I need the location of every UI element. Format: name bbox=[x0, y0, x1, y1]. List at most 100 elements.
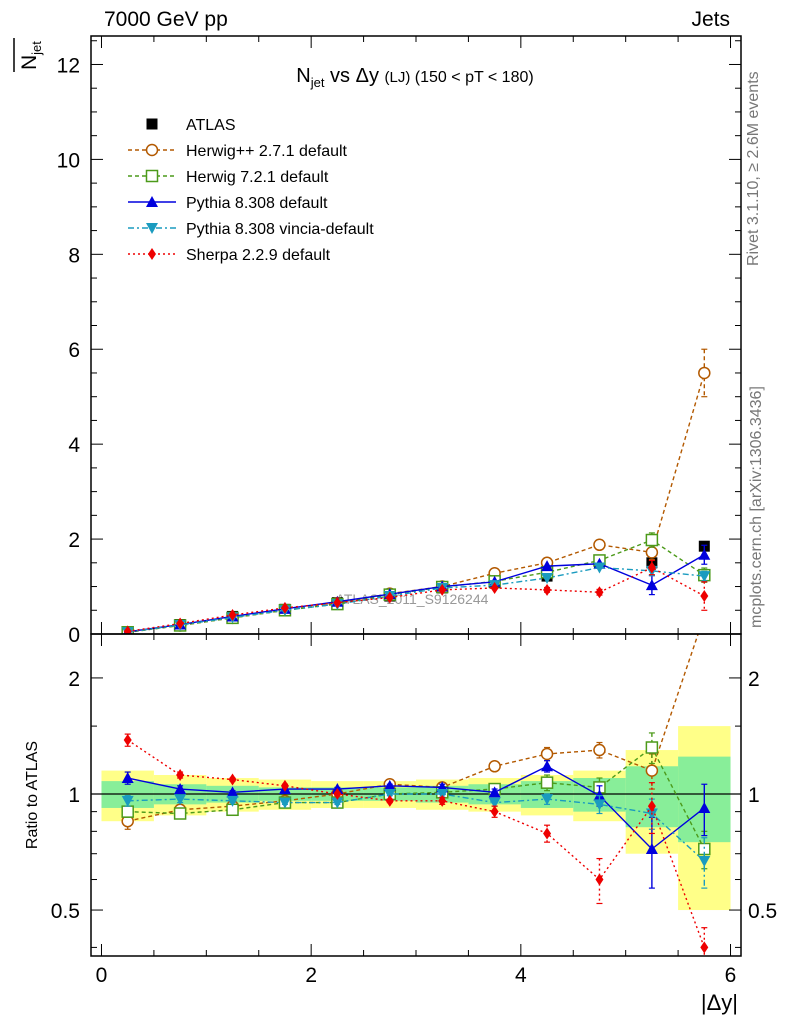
main-y-tick-label: 2 bbox=[68, 529, 80, 552]
legend-marker-pythia bbox=[146, 196, 158, 207]
header-right: Jets bbox=[691, 8, 730, 31]
ratio-point-sherpa bbox=[543, 827, 552, 840]
main-point-sherpa bbox=[438, 583, 447, 596]
ratio-point-vincia bbox=[174, 794, 187, 806]
main-point-herwigpp bbox=[698, 366, 711, 380]
main-line-sherpa bbox=[127, 566, 705, 633]
main-line-vincia bbox=[127, 566, 705, 633]
chart-title: Njet vs Δy (LJ) (150 < pT < 180) bbox=[296, 65, 533, 90]
ratio-point-pythia bbox=[121, 772, 134, 784]
main-point-pythia bbox=[541, 560, 554, 572]
ratio-point-vincia bbox=[436, 788, 449, 800]
ratio-y-tick-label: 1 bbox=[68, 784, 80, 807]
ratio-point-vincia bbox=[331, 797, 344, 809]
ratio-point-sherpa bbox=[228, 773, 237, 786]
main-line-herwig7 bbox=[127, 539, 705, 633]
x-tick-label: 4 bbox=[515, 964, 527, 987]
main-point-sherpa bbox=[647, 561, 656, 574]
ratio-point-herwig7 bbox=[540, 776, 554, 789]
ratio-point-vincia bbox=[541, 794, 554, 806]
ratio-point-vincia bbox=[383, 788, 396, 800]
ratio-point-pythia bbox=[541, 760, 554, 772]
ratio-point-sherpa bbox=[595, 873, 604, 886]
ratio-y-tick-label: 2 bbox=[68, 668, 80, 691]
watermark: ATLAS_2011_S9126244 bbox=[336, 591, 489, 607]
ratio-point-sherpa bbox=[700, 941, 709, 954]
legend-marker-atlas bbox=[146, 118, 158, 130]
main-y-tick-label: 4 bbox=[68, 434, 80, 457]
main-point-herwigpp bbox=[593, 538, 606, 552]
ratio-point-sherpa bbox=[280, 779, 289, 792]
x-tick-label: 0 bbox=[96, 964, 108, 987]
main-point-pythia bbox=[698, 548, 711, 560]
ratio-y-tick-label-right: 2 bbox=[748, 668, 760, 691]
ratio-point-sherpa bbox=[647, 800, 656, 813]
ratio-y-tick-label-right: 0.5 bbox=[748, 900, 777, 923]
ratio-point-sherpa bbox=[123, 734, 132, 747]
ratio-point-vincia bbox=[698, 856, 711, 868]
x-axis-label: |Δy| bbox=[701, 990, 738, 1015]
main-point-sherpa bbox=[700, 590, 709, 603]
x-tick-label: 2 bbox=[305, 964, 317, 987]
ratio-point-herwigpp bbox=[540, 747, 554, 761]
ratio-point-herwig7 bbox=[121, 805, 134, 818]
ratio-point-pythia bbox=[383, 779, 396, 791]
legend-marker-vincia bbox=[146, 223, 158, 234]
ratio-point-pythia bbox=[645, 842, 658, 854]
ratio-bands bbox=[101, 726, 731, 911]
ratio-line-vincia bbox=[127, 793, 705, 862]
legend-marker-herwig7 bbox=[145, 169, 159, 183]
ratio-point-pythia bbox=[174, 783, 187, 795]
ratio-point-vincia bbox=[121, 795, 134, 807]
ratio-point-herwigpp bbox=[699, 610, 710, 621]
main-point-sherpa bbox=[543, 583, 552, 596]
ratio-point-vincia bbox=[593, 799, 606, 811]
ratio-y-axis-label: Ratio to ATLAS bbox=[24, 741, 41, 849]
legend-label-herwig7: Herwig 7.2.1 default bbox=[186, 169, 329, 186]
main-point-herwig7 bbox=[645, 533, 659, 547]
legend-label-sherpa: Sherpa 2.2.9 default bbox=[186, 247, 331, 264]
ratio-point-vincia bbox=[278, 797, 291, 809]
ratio-point-pythia bbox=[488, 786, 501, 798]
ratio-point-sherpa bbox=[385, 794, 394, 807]
ratio-point-herwig7 bbox=[645, 741, 659, 754]
ratio-point-vincia bbox=[226, 795, 239, 807]
main-point-sherpa bbox=[333, 596, 342, 609]
ratio-point-pythia bbox=[698, 801, 711, 813]
ratio-line-sherpa bbox=[127, 739, 705, 948]
legend-label-vincia: Pythia 8.308 vincia-default bbox=[186, 221, 374, 238]
main-point-sherpa bbox=[176, 617, 185, 630]
main-y-tick-label: 6 bbox=[68, 339, 80, 362]
legend-label-herwigpp: Herwig++ 2.7.1 default bbox=[186, 143, 348, 160]
main-y-axis-label: Njet bbox=[18, 41, 44, 70]
main-point-sherpa bbox=[595, 586, 604, 599]
ratio-point-vincia bbox=[488, 797, 501, 809]
header-left: 7000 GeV pp bbox=[104, 8, 228, 31]
main-y-tick-label: 12 bbox=[57, 54, 80, 77]
ratio-point-sherpa bbox=[490, 805, 499, 818]
x-tick-label: 6 bbox=[725, 964, 737, 987]
main-line-pythia bbox=[127, 554, 705, 633]
main-y-tick-label: 10 bbox=[57, 149, 80, 172]
legend-marker-herwigpp bbox=[145, 143, 159, 157]
ratio-line-pythia bbox=[127, 765, 705, 850]
main-series bbox=[121, 348, 711, 634]
ratio-series bbox=[121, 610, 711, 956]
ratio-y-tick-label: 0.5 bbox=[51, 900, 80, 923]
main-point-pythia bbox=[645, 579, 658, 591]
ratio-point-sherpa bbox=[438, 794, 447, 807]
legend-label-atlas: ATLAS bbox=[186, 117, 236, 134]
ratio-point-pythia bbox=[226, 786, 239, 798]
ratio-point-herwigpp bbox=[593, 743, 606, 757]
main-point-sherpa bbox=[228, 609, 237, 622]
main-y-tick-label: 8 bbox=[68, 244, 80, 267]
main-point-sherpa bbox=[123, 625, 132, 634]
legend-marker-sherpa bbox=[148, 248, 156, 260]
ratio-point-herwig7 bbox=[173, 807, 187, 820]
ratio-y-tick-label-right: 1 bbox=[748, 784, 760, 807]
ratio-point-sherpa bbox=[176, 769, 185, 782]
main-point-sherpa bbox=[490, 581, 499, 594]
ratio-point-sherpa bbox=[333, 787, 342, 800]
main-point-sherpa bbox=[385, 591, 394, 604]
